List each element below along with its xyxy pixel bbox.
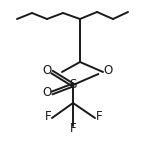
Text: F: F xyxy=(70,122,76,136)
Text: O: O xyxy=(103,64,113,76)
Text: F: F xyxy=(45,111,51,123)
Text: F: F xyxy=(96,111,102,123)
Text: O: O xyxy=(42,87,52,99)
Text: O: O xyxy=(42,65,52,77)
Text: S: S xyxy=(69,77,77,91)
